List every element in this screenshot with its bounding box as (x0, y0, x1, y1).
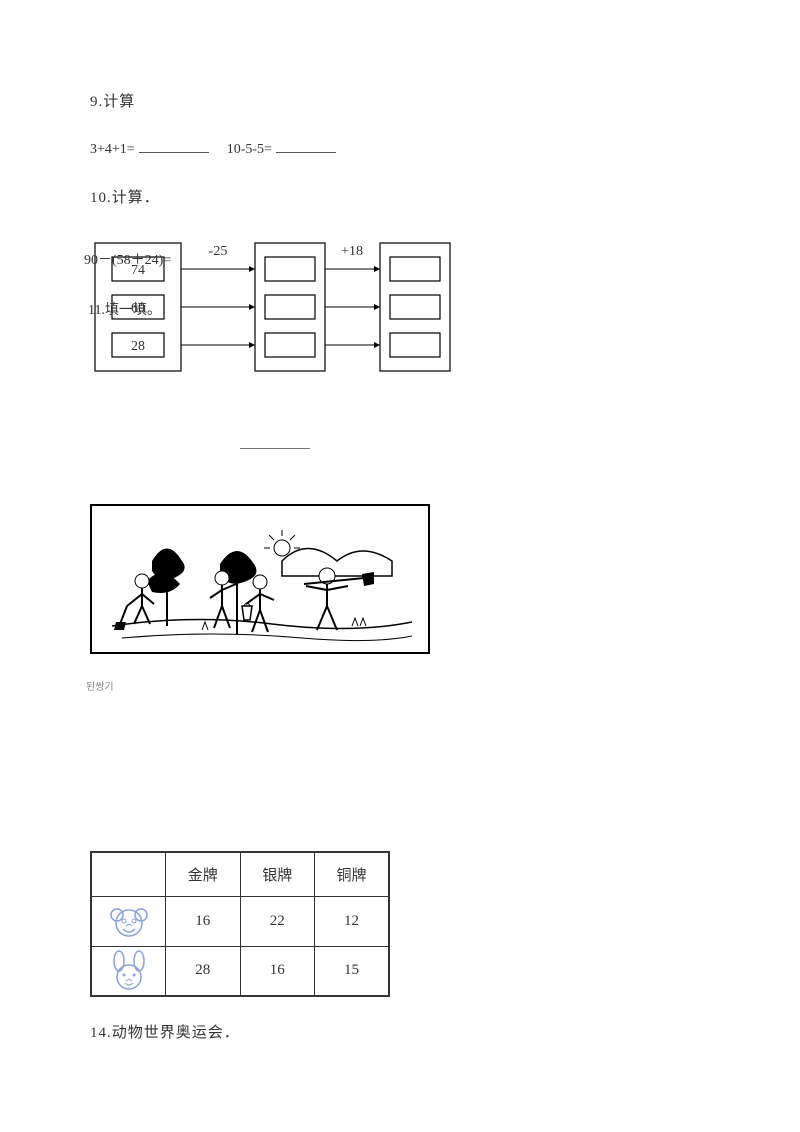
eq1-left: 3+4+1= (90, 142, 135, 157)
mid-blank[interactable] (240, 435, 310, 449)
animal-monkey-icon (91, 896, 166, 946)
overlay-q11: 11.填一填。 (88, 299, 161, 319)
q14-label: 14.动物世界奥运会． (90, 1021, 390, 1042)
q13-illustration (90, 504, 430, 654)
r1-silver: 22 (240, 896, 315, 946)
r2-bronze: 15 (315, 946, 390, 996)
q9-title: 9.计算 (90, 90, 710, 111)
r2-silver: 16 (240, 946, 315, 996)
q13-svg (92, 506, 430, 654)
q9-equations: 3+4+1= 10-5-5= (90, 139, 710, 158)
eq1-blank[interactable] (139, 139, 209, 153)
op2-label: +18 (341, 244, 363, 259)
q10-title: 10.计算． (90, 186, 710, 207)
medal-table: 金牌 银牌 铜牌 16 22 (90, 851, 390, 997)
animal-rabbit-icon (91, 946, 166, 996)
q14-table-wrap: 金牌 银牌 铜牌 16 22 (90, 851, 390, 1042)
r1-bronze: 12 (315, 896, 390, 946)
table-row: 28 16 15 (91, 946, 389, 996)
overlay-eq: 90－(58＋24)= (84, 249, 171, 269)
hdr-silver: 银牌 (240, 852, 315, 896)
box3-text: 28 (131, 339, 145, 354)
table-row: 16 22 12 (91, 896, 389, 946)
eq2-blank[interactable] (276, 139, 336, 153)
op1-label: -25 (209, 244, 228, 259)
r1-gold: 16 (166, 896, 241, 946)
mid-blank-row (90, 435, 710, 454)
hdr-bronze: 铜牌 (315, 852, 390, 896)
q10-diagram: 74 60 28 (90, 235, 710, 385)
eq2-left: 10-5-5= (227, 142, 272, 157)
r2-gold: 28 (166, 946, 241, 996)
q13-fragment: 된쌍기 (86, 678, 706, 693)
hdr-blank (91, 852, 166, 896)
hdr-gold: 金牌 (166, 852, 241, 896)
